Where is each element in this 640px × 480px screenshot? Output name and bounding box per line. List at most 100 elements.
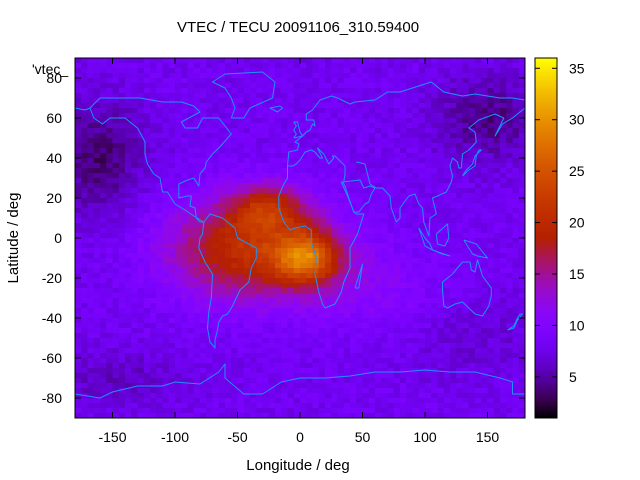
heatmap-cell	[200, 218, 207, 224]
heatmap-cell	[468, 248, 476, 254]
heatmap-cell	[350, 298, 357, 304]
heatmap-cell	[237, 58, 245, 64]
heatmap-cell	[250, 333, 257, 339]
heatmap-cell	[368, 393, 376, 399]
heatmap-cell	[281, 148, 289, 154]
heatmap-cell	[131, 153, 139, 159]
heatmap-cell	[418, 183, 426, 189]
heatmap-cell	[250, 158, 257, 164]
heatmap-cell	[175, 168, 182, 174]
heatmap-cell	[162, 228, 170, 234]
heatmap-cell	[400, 348, 407, 354]
heatmap-cell	[481, 168, 489, 174]
heatmap-cell	[156, 93, 164, 99]
heatmap-cell	[281, 103, 289, 109]
heatmap-cell	[337, 398, 345, 404]
heatmap-cell	[393, 408, 401, 414]
heatmap-cell	[181, 358, 189, 364]
heatmap-cell	[500, 193, 507, 199]
heatmap-cell	[431, 298, 439, 304]
heatmap-cell	[237, 403, 245, 409]
heatmap-cell	[362, 378, 370, 384]
heatmap-cell	[368, 198, 376, 204]
heatmap-cell	[168, 73, 176, 79]
heatmap-cell	[75, 103, 82, 109]
heatmap-cell	[387, 303, 395, 309]
heatmap-cell	[168, 68, 176, 74]
heatmap-cell	[156, 293, 164, 299]
heatmap-cell	[343, 218, 351, 224]
heatmap-cell	[456, 243, 464, 249]
heatmap-cell	[406, 228, 414, 234]
heatmap-cell	[381, 133, 389, 139]
heatmap-cell	[250, 213, 257, 219]
heatmap-cell	[312, 388, 320, 394]
heatmap-cell	[231, 363, 239, 369]
heatmap-cell	[500, 378, 507, 384]
heatmap-cell	[450, 413, 457, 418]
heatmap-cell	[343, 328, 351, 334]
heatmap-cell	[206, 308, 214, 314]
heatmap-cell	[493, 273, 501, 279]
heatmap-cell	[381, 378, 389, 384]
heatmap-cell	[381, 353, 389, 359]
heatmap-cell	[275, 338, 282, 344]
heatmap-cell	[93, 378, 101, 384]
heatmap-cell	[268, 148, 276, 154]
heatmap-cell	[462, 133, 470, 139]
heatmap-cell	[293, 318, 301, 324]
heatmap-cell	[425, 133, 432, 139]
heatmap-cell	[143, 278, 151, 284]
heatmap-cell	[287, 338, 295, 344]
heatmap-cell	[143, 183, 151, 189]
heatmap-cell	[256, 288, 264, 294]
heatmap-cell	[500, 353, 507, 359]
heatmap-cell	[418, 413, 426, 418]
heatmap-cell	[193, 393, 201, 399]
heatmap-cell	[475, 138, 482, 144]
heatmap-cell	[306, 313, 314, 319]
heatmap-cell	[425, 163, 432, 169]
heatmap-cell	[93, 323, 101, 329]
heatmap-cell	[237, 343, 245, 349]
heatmap-cell	[181, 163, 189, 169]
heatmap-cell	[393, 228, 401, 234]
heatmap-cell	[450, 288, 457, 294]
heatmap-cell	[456, 83, 464, 89]
heatmap-cell	[175, 278, 182, 284]
heatmap-cell	[506, 113, 514, 119]
heatmap-cell	[137, 333, 145, 339]
heatmap-cell	[287, 228, 295, 234]
heatmap-cell	[300, 188, 307, 194]
heatmap-cell	[350, 293, 357, 299]
heatmap-cell	[200, 413, 207, 418]
heatmap-cell	[325, 268, 332, 274]
heatmap-cell	[275, 373, 282, 379]
heatmap-cell	[150, 348, 157, 354]
heatmap-cell	[506, 108, 514, 114]
heatmap-cell	[75, 173, 82, 179]
heatmap-cell	[200, 403, 207, 409]
heatmap-cell	[237, 73, 245, 79]
heatmap-cell	[368, 273, 376, 279]
heatmap-cell	[325, 258, 332, 264]
heatmap-cell	[456, 393, 464, 399]
heatmap-cell	[168, 328, 176, 334]
heatmap-cell	[212, 93, 220, 99]
heatmap-cell	[312, 128, 320, 134]
heatmap-cell	[318, 268, 326, 274]
heatmap-cell	[181, 68, 189, 74]
heatmap-cell	[193, 328, 201, 334]
heatmap-cell	[425, 123, 432, 129]
heatmap-cell	[350, 128, 357, 134]
heatmap-cell	[118, 288, 126, 294]
heatmap-cell	[143, 403, 151, 409]
heatmap-cell	[437, 193, 445, 199]
heatmap-cell	[231, 58, 239, 64]
heatmap-cell	[175, 98, 182, 104]
heatmap-cell	[87, 198, 95, 204]
heatmap-cell	[137, 178, 145, 184]
heatmap-cell	[493, 283, 501, 289]
heatmap-cell	[387, 283, 395, 289]
heatmap-cell	[150, 188, 157, 194]
